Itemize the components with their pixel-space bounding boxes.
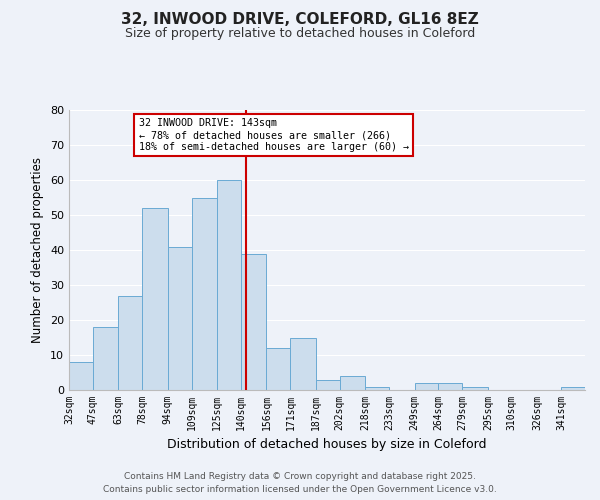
Bar — [365, 386, 389, 390]
Bar — [415, 383, 439, 390]
Bar — [266, 348, 290, 390]
Bar — [142, 208, 168, 390]
Bar — [241, 254, 266, 390]
Text: Contains HM Land Registry data © Crown copyright and database right 2025.: Contains HM Land Registry data © Crown c… — [124, 472, 476, 481]
Bar — [290, 338, 316, 390]
Bar — [118, 296, 142, 390]
Bar — [561, 386, 585, 390]
Bar — [93, 327, 118, 390]
Bar — [340, 376, 365, 390]
Bar — [439, 383, 463, 390]
Text: Contains public sector information licensed under the Open Government Licence v3: Contains public sector information licen… — [103, 485, 497, 494]
Text: 32, INWOOD DRIVE, COLEFORD, GL16 8EZ: 32, INWOOD DRIVE, COLEFORD, GL16 8EZ — [121, 12, 479, 28]
Bar — [217, 180, 241, 390]
Y-axis label: Number of detached properties: Number of detached properties — [31, 157, 44, 343]
Bar — [168, 246, 191, 390]
Bar — [463, 386, 488, 390]
X-axis label: Distribution of detached houses by size in Coleford: Distribution of detached houses by size … — [167, 438, 487, 452]
Bar — [191, 198, 217, 390]
Text: Size of property relative to detached houses in Coleford: Size of property relative to detached ho… — [125, 28, 475, 40]
Bar — [69, 362, 93, 390]
Text: 32 INWOOD DRIVE: 143sqm
← 78% of detached houses are smaller (266)
18% of semi-d: 32 INWOOD DRIVE: 143sqm ← 78% of detache… — [139, 118, 409, 152]
Bar — [316, 380, 340, 390]
